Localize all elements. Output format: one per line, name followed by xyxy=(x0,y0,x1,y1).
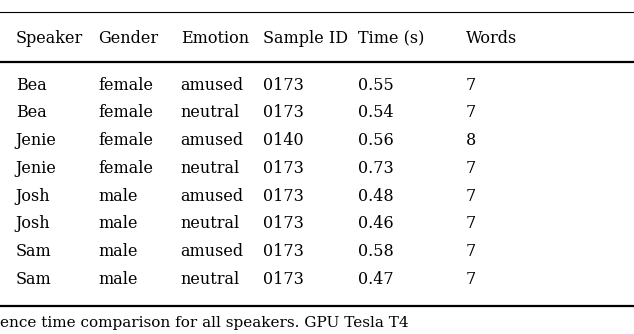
Text: male: male xyxy=(98,271,138,288)
Text: 8: 8 xyxy=(466,132,476,149)
Text: Speaker: Speaker xyxy=(16,30,83,47)
Text: amused: amused xyxy=(181,243,244,260)
Text: male: male xyxy=(98,215,138,232)
Text: 0173: 0173 xyxy=(263,160,304,177)
Text: neutral: neutral xyxy=(181,160,240,177)
Text: 0173: 0173 xyxy=(263,243,304,260)
Text: male: male xyxy=(98,243,138,260)
Text: 7: 7 xyxy=(466,77,476,94)
Text: Jenie: Jenie xyxy=(16,132,56,149)
Text: female: female xyxy=(98,132,153,149)
Text: 7: 7 xyxy=(466,160,476,177)
Text: 0173: 0173 xyxy=(263,188,304,204)
Text: amused: amused xyxy=(181,77,244,94)
Text: 0.47: 0.47 xyxy=(358,271,394,288)
Text: 0173: 0173 xyxy=(263,215,304,232)
Text: male: male xyxy=(98,188,138,204)
Text: Sample ID: Sample ID xyxy=(263,30,348,47)
Text: neutral: neutral xyxy=(181,271,240,288)
Text: 0.48: 0.48 xyxy=(358,188,394,204)
Text: Jenie: Jenie xyxy=(16,160,56,177)
Text: neutral: neutral xyxy=(181,105,240,121)
Text: Bea: Bea xyxy=(16,105,47,121)
Text: 0173: 0173 xyxy=(263,77,304,94)
Text: 0.54: 0.54 xyxy=(358,105,394,121)
Text: 0.73: 0.73 xyxy=(358,160,394,177)
Text: 0173: 0173 xyxy=(263,271,304,288)
Text: Gender: Gender xyxy=(98,30,158,47)
Text: Time (s): Time (s) xyxy=(358,30,425,47)
Text: neutral: neutral xyxy=(181,215,240,232)
Text: Bea: Bea xyxy=(16,77,47,94)
Text: amused: amused xyxy=(181,132,244,149)
Text: Josh: Josh xyxy=(16,215,51,232)
Text: 7: 7 xyxy=(466,215,476,232)
Text: Sam: Sam xyxy=(16,271,51,288)
Text: female: female xyxy=(98,77,153,94)
Text: 7: 7 xyxy=(466,105,476,121)
Text: female: female xyxy=(98,160,153,177)
Text: 7: 7 xyxy=(466,188,476,204)
Text: 0173: 0173 xyxy=(263,105,304,121)
Text: 0140: 0140 xyxy=(263,132,304,149)
Text: 0.56: 0.56 xyxy=(358,132,394,149)
Text: Words: Words xyxy=(466,30,517,47)
Text: 0.58: 0.58 xyxy=(358,243,394,260)
Text: Emotion: Emotion xyxy=(181,30,249,47)
Text: 0.55: 0.55 xyxy=(358,77,394,94)
Text: female: female xyxy=(98,105,153,121)
Text: amused: amused xyxy=(181,188,244,204)
Text: Sam: Sam xyxy=(16,243,51,260)
Text: 7: 7 xyxy=(466,271,476,288)
Text: Josh: Josh xyxy=(16,188,51,204)
Text: ence time comparison for all speakers. GPU Tesla T4: ence time comparison for all speakers. G… xyxy=(0,316,409,330)
Text: 7: 7 xyxy=(466,243,476,260)
Text: 0.46: 0.46 xyxy=(358,215,394,232)
